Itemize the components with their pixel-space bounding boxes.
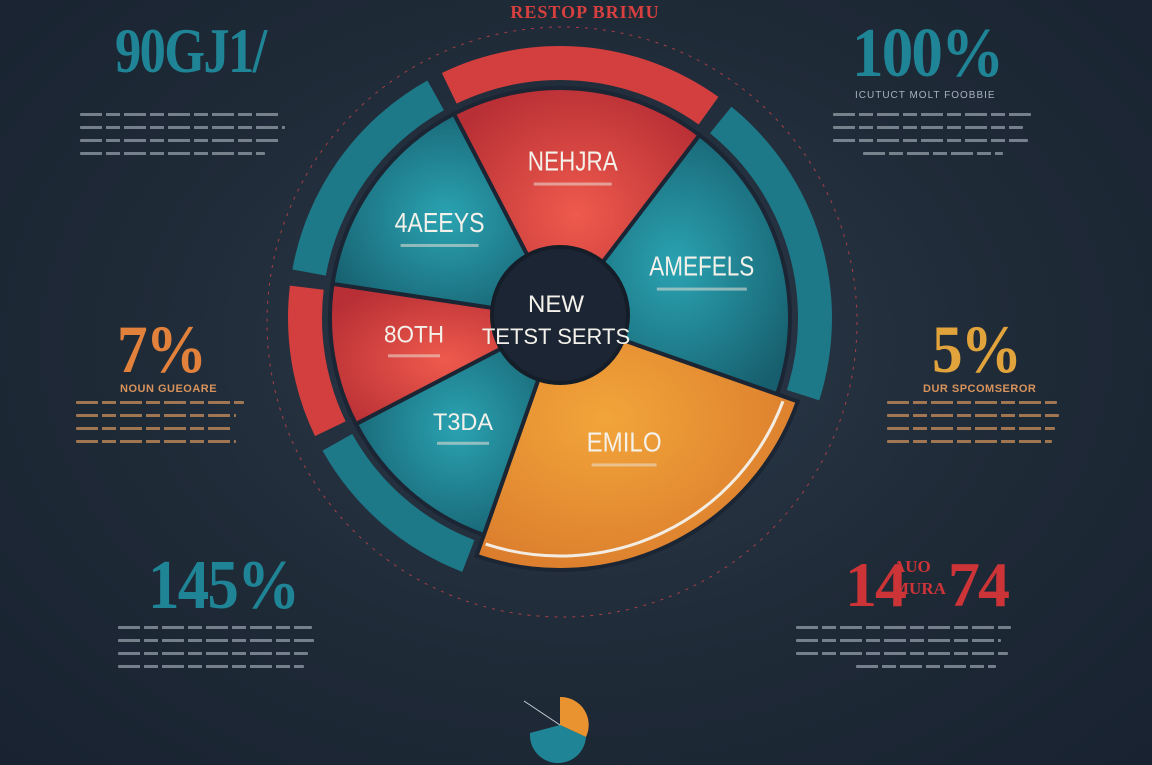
pie-slice-4aeeys xyxy=(330,111,564,321)
slice-caption-amefels xyxy=(656,287,747,291)
ring-segment-amefels xyxy=(709,106,832,401)
pie-slice-t3da xyxy=(353,313,564,538)
slice-label-emilo: EMILO xyxy=(587,426,662,457)
top-banner: RESTOP BRIMU xyxy=(510,2,660,22)
slice-caption-4aeeys xyxy=(400,243,479,247)
stat-bottom-right-sub: AUO MURA xyxy=(893,556,946,600)
center-hub xyxy=(490,245,630,385)
slice-caption-nehjra xyxy=(533,182,612,186)
paragraph-bottom-right xyxy=(796,626,1016,678)
ring-segment-4aeeys xyxy=(292,80,444,276)
center-label-line-1: NEW xyxy=(528,291,584,318)
mini-pie-orange xyxy=(560,696,589,737)
stat-bottom-right-b: 74 xyxy=(948,549,1010,620)
paragraph-mid-right xyxy=(887,401,1062,453)
slice-label-8oth: 8OTH xyxy=(384,321,444,348)
stat-top-right: 100% xyxy=(852,15,1004,92)
center-label-line-2: TETST SERTS xyxy=(482,324,630,349)
paragraph-bottom-left xyxy=(118,626,318,678)
slice-labels: NEHJRA AMEFELS EMILO T3DA 8OTH 4AEEYS xyxy=(384,146,754,467)
stat-mid-left-caption: NOUN GUEOARE xyxy=(120,383,218,395)
mini-pie-teal xyxy=(529,725,586,764)
stat-bottom-right-sub-2: MURA xyxy=(893,579,946,598)
paragraph-top-right xyxy=(833,113,1033,165)
mini-pie-line xyxy=(523,700,561,726)
stat-bottom-right-a: 14 xyxy=(845,549,907,620)
ring-segment-nehjra xyxy=(441,46,719,125)
stat-top-right-caption: ICUTUCT MOLT FOOBBIE xyxy=(855,90,996,101)
stat-mid-right-caption: DUR SPCOMSEROR xyxy=(923,383,1037,395)
paragraph-mid-left xyxy=(76,401,246,453)
slice-caption-t3da xyxy=(437,441,490,445)
paragraph-top-left xyxy=(80,113,290,165)
outer-ring xyxy=(288,46,832,572)
mini-pie-icon xyxy=(523,696,589,764)
stat-mid-right: 5% xyxy=(932,311,1022,387)
slice-label-4aeeys: 4AEEYS xyxy=(395,207,485,238)
pie-slice-nehjra xyxy=(451,86,703,322)
highlight-arc xyxy=(485,400,785,558)
ring-segment-8oth xyxy=(288,285,346,437)
slice-caption-8oth xyxy=(388,354,441,358)
dotted-orbit xyxy=(266,26,858,618)
ring-segment-t3da xyxy=(322,434,475,572)
stat-bottom-right-sub-1: AUO xyxy=(893,557,931,576)
stat-mid-left: 7% xyxy=(117,311,207,387)
stat-bottom-left: 145% xyxy=(148,547,300,624)
slice-label-t3da: T3DA xyxy=(433,409,493,436)
slice-label-nehjra: NEHJRA xyxy=(528,146,618,177)
slice-label-amefels: AMEFELS xyxy=(649,251,754,282)
stat-top-left: 90GJ1/ xyxy=(115,15,267,86)
slice-caption-emilo xyxy=(591,463,657,467)
